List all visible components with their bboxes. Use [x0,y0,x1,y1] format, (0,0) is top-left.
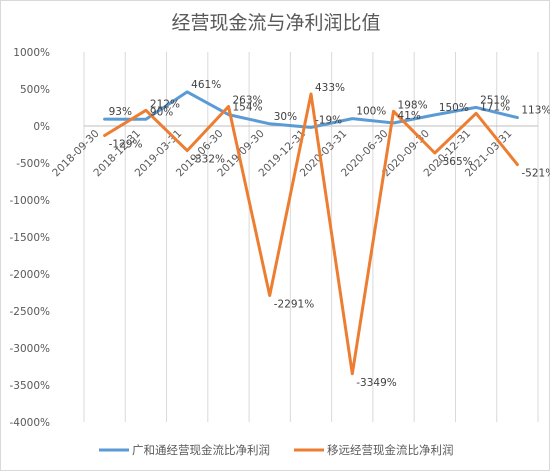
legend-label-1: 广和通经营现金流比净利润 [132,443,270,457]
chart-title: 经营现金流与净利润比值 [171,12,380,34]
y-tick-label: -3000% [10,343,51,355]
data-label: -3349% [356,377,397,389]
series-line-2 [103,92,519,376]
y-tick-label: -500% [16,158,50,170]
data-label: 263% [232,95,262,107]
data-label: 93% [109,106,132,118]
y-tick-label: -4000% [10,417,51,429]
y-tick-label: -2500% [10,306,51,318]
y-tick-label: -2000% [10,269,51,281]
data-label: 251% [480,94,510,106]
y-tick-label: -1500% [10,232,51,244]
data-label: 100% [356,106,386,118]
legend: 广和通经营现金流比净利润 移远经营现金流比净利润 [99,443,454,457]
data-label: -129% [109,139,143,151]
y-tick-label: -1000% [10,195,51,207]
data-label: 433% [315,82,345,94]
series-lines [103,90,519,376]
y-tick-label: 1000% [13,47,50,59]
data-label: 113% [521,105,550,117]
data-label: 30% [274,111,297,123]
data-label: -2291% [274,299,315,311]
y-tick-label: 0% [33,121,50,133]
data-label: 154% [232,102,262,114]
data-label: 212% [150,98,180,110]
data-label: -365% [439,156,473,168]
data-label: 150% [439,102,469,114]
data-label: 198% [398,99,428,111]
data-label: -19% [315,114,342,126]
y-tick-label: 500% [20,84,50,96]
data-label: 41% [398,110,421,122]
series-line-1 [103,90,519,129]
data-label: 171% [480,101,510,113]
data-label: -521% [521,168,550,180]
data-labels: 93% 90% 461% 154% 30% -19% 100% 41% 150% 251% 113%… [109,79,550,389]
y-tick-label: -3500% [10,380,51,392]
data-label: -332% [191,154,225,166]
legend-label-2: 移远经营现金流比净利润 [327,443,454,457]
x-axis-ticks: 2018-09-302018-12-312019-03-312019-06-30… [50,128,514,180]
data-label: 90% [150,106,173,118]
data-label: 461% [191,79,221,91]
y-axis-ticks: 1000% 500% 0% -500% -1000% -1500% -2000% -2500%… [10,47,51,429]
